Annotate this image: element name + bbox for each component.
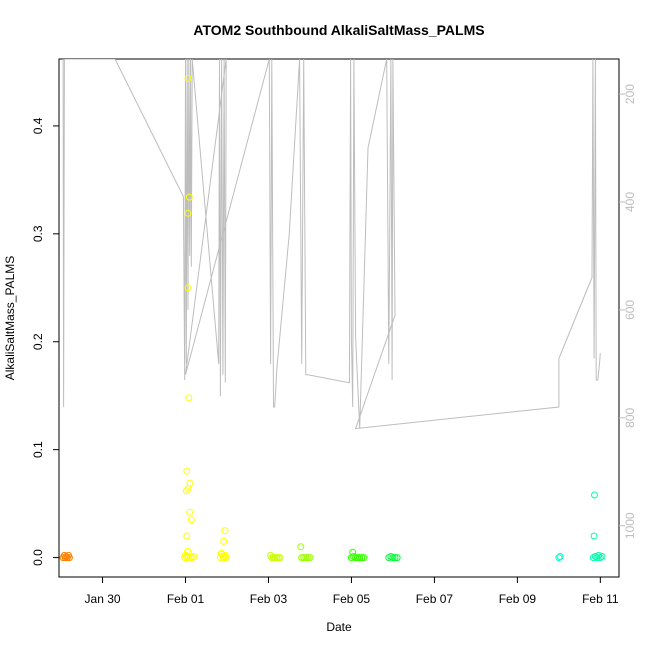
data-point: [304, 554, 312, 562]
data-point: [222, 554, 230, 562]
y2-tick-label: 200: [623, 84, 637, 104]
x-tick-label: Jan 30: [85, 592, 121, 606]
data-point: [183, 554, 191, 562]
y-axis-label: AlkaliSaltMass_PALMS: [3, 256, 17, 381]
y-tick-label: 0.3: [31, 225, 45, 242]
data-point: [276, 554, 284, 562]
y-tick-label: 0.0: [31, 549, 45, 566]
data-point: [183, 467, 191, 475]
data-point: [595, 551, 603, 559]
data-point: [221, 527, 229, 535]
x-axis-label: Date: [326, 620, 352, 634]
axes-layer: Jan 30 Feb 01 Feb 03 Feb 05 Feb 07 Feb 09 Feb …: [31, 84, 637, 606]
data-point: [302, 554, 310, 562]
data-point: [184, 284, 192, 292]
data-point: [598, 553, 606, 560]
plot-layer: [59, 59, 606, 562]
x-tick-label: Feb 01: [167, 592, 205, 606]
data-point: [186, 508, 194, 516]
data-point: [184, 485, 192, 492]
data-point: [65, 554, 73, 562]
data-point: [183, 532, 191, 540]
data-point: [590, 532, 598, 540]
chart-title: ATOM2 Southbound AlkaliSaltMass_PALMS: [193, 22, 484, 38]
data-point: [184, 547, 192, 555]
data-point: [184, 209, 192, 217]
y2-tick-label: 1000: [623, 512, 637, 539]
data-point: [389, 554, 397, 562]
data-point: [596, 554, 604, 562]
data-point: [187, 516, 195, 524]
y-tick-label: 0.4: [31, 117, 45, 134]
data-point: [555, 554, 563, 562]
plot-frame: [58, 58, 620, 578]
data-point: [185, 394, 193, 402]
data-point: [297, 543, 305, 551]
x-tick-label: Feb 05: [333, 592, 371, 606]
data-point: [393, 554, 401, 562]
y2-tick-label: 800: [623, 407, 637, 427]
data-point: [306, 554, 314, 562]
y2-tick-label: 600: [623, 300, 637, 320]
data-point: [182, 487, 190, 495]
x-tick-label: Feb 07: [416, 592, 454, 606]
data-point: [593, 554, 601, 562]
x-tick-label: Feb 03: [250, 592, 288, 606]
data-point: [358, 554, 366, 562]
data-point: [391, 554, 399, 562]
data-point: [185, 193, 193, 201]
series-line-y2: [62, 59, 601, 430]
data-point: [356, 554, 364, 562]
data-point: [184, 74, 192, 82]
data-point: [188, 554, 196, 562]
data-point: [190, 553, 198, 560]
data-point: [591, 491, 598, 499]
x-tick-label: Feb 11: [582, 592, 619, 606]
data-point: [556, 553, 564, 560]
y-tick-label: 0.1: [31, 441, 45, 458]
y2-tick-label: 400: [623, 192, 637, 212]
x-tick-label: Feb 09: [499, 592, 537, 606]
y-tick-label: 0.2: [31, 333, 45, 350]
data-point: [591, 553, 599, 560]
data-point: [220, 537, 228, 545]
data-point: [360, 554, 368, 562]
